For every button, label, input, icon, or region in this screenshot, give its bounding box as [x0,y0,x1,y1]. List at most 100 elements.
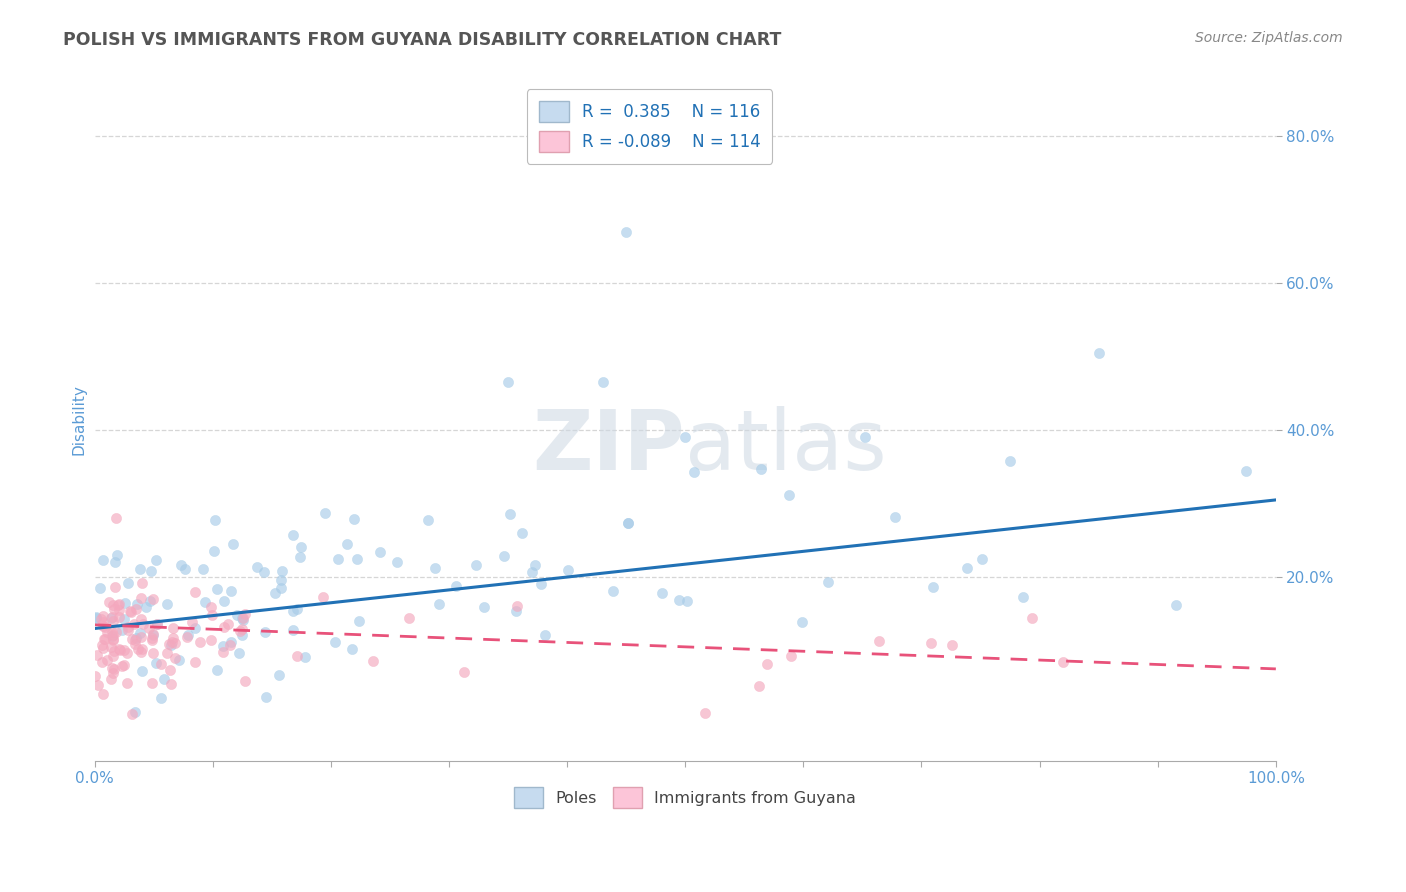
Point [107,603,129,617]
Point [188,634,211,648]
Point [117,575,139,590]
Point [285,602,308,616]
Point [131,642,153,657]
Point [142,646,165,660]
Point [89,581,111,595]
Point [233,607,256,622]
Point [98,595,121,609]
Point [103,644,125,658]
Point [342,642,364,657]
Point [114,596,136,610]
Point [231,628,253,642]
Point [922,580,945,594]
Text: Source: ZipAtlas.com: Source: ZipAtlas.com [1195,31,1343,45]
Point [779,648,801,663]
Point [288,550,311,565]
Point [159,663,181,677]
Y-axis label: Disability: Disability [72,384,86,455]
Point [101,632,124,647]
Point [101,632,124,647]
Point [104,511,127,525]
Point [326,551,349,566]
Point [103,649,125,664]
Point [494,549,516,564]
Point [86,610,108,624]
Point [920,636,942,650]
Point [169,558,191,572]
Point [884,509,907,524]
Point [817,575,839,590]
Point [124,706,146,720]
Point [142,592,165,607]
Point [219,584,242,599]
Point [343,512,366,526]
Point [103,601,125,615]
Point [167,653,190,667]
Point [124,637,146,651]
Legend: Poles, Immigrants from Guyana: Poles, Immigrants from Guyana [508,780,863,814]
Text: atlas: atlas [685,406,887,487]
Point [1166,598,1188,612]
Point [149,691,172,706]
Point [205,582,228,596]
Point [131,665,153,679]
Point [84,669,107,683]
Point [361,654,384,668]
Point [91,619,114,633]
Point [1052,655,1074,669]
Point [1021,611,1043,625]
Point [132,616,155,631]
Point [138,594,160,608]
Point [1012,590,1035,604]
Point [941,638,963,652]
Point [755,657,778,672]
Point [290,540,312,554]
Point [90,638,112,652]
Point [602,583,624,598]
Point [101,625,124,640]
Point [118,604,141,618]
Point [145,656,167,670]
Point [112,657,135,672]
Point [108,641,131,656]
Point [156,598,179,612]
Point [955,561,977,575]
Point [281,604,304,618]
Point [117,624,139,638]
Point [205,664,228,678]
Point [91,553,114,567]
Point [142,628,165,642]
Point [100,661,122,675]
Point [285,649,308,664]
Point [385,555,408,569]
Point [141,564,163,578]
Point [141,632,163,647]
Point [212,640,235,654]
Point [336,537,359,551]
Point [107,597,129,611]
Point [232,611,254,625]
Point [156,646,179,660]
Point [675,594,697,608]
Point [212,593,235,607]
Point [496,376,519,390]
Point [530,576,553,591]
Point [159,639,181,653]
Point [510,525,533,540]
Point [111,659,134,673]
Point [616,516,638,531]
Point [506,599,529,613]
Point [200,632,222,647]
Point [651,586,673,600]
Point [524,558,547,573]
Point [499,507,522,521]
Point [93,632,115,646]
Point [125,602,148,616]
Point [131,611,153,625]
Point [90,612,112,626]
Point [200,599,222,614]
Point [101,614,124,628]
Point [204,512,226,526]
Point [141,631,163,645]
Point [142,627,165,641]
